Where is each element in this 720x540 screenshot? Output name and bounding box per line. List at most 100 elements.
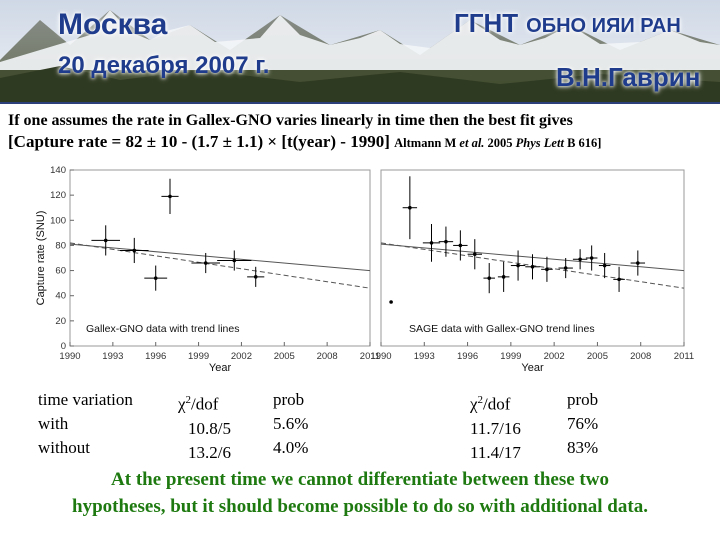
intro-text: If one assumes the rate in Gallex-GNO va… [8, 112, 714, 152]
chi-dof: /dof [191, 394, 219, 414]
data-point [589, 256, 594, 260]
gallex-prob-header: prob [273, 390, 305, 409]
data-point [203, 261, 208, 265]
data-point [253, 275, 258, 279]
data-point [458, 243, 463, 248]
header-city: Москва [58, 8, 168, 41]
sage-chi-header: χ2/dof [470, 388, 521, 417]
chart-title: SAGE data with Gallex-GNO trend lines [409, 323, 595, 335]
header-org-long: ОБНО ИЯИ РАН [526, 15, 681, 37]
plot-frame [69, 169, 371, 347]
x-tick-label: 2011 [674, 351, 694, 362]
citation-year: 2005 [484, 136, 516, 150]
citation-author: Altmann M [394, 136, 460, 150]
header-date: 20 декабря 2007 г. [58, 52, 270, 79]
y-tick-label: 80 [55, 240, 66, 251]
header-org-short: ГГНТ [454, 8, 519, 38]
chi-sup: 2 [185, 394, 192, 406]
header-author: В.Н.Гаврин [556, 62, 701, 92]
data-point [429, 241, 434, 245]
sage-chi-column: χ2/dof 11.7/16 11.4/17 [470, 388, 521, 465]
citation-etal: et al. [459, 136, 485, 150]
y-tick-label: 0 [61, 341, 66, 352]
x-tick-label: 2002 [544, 351, 565, 362]
citation-rest: B 616] [563, 136, 602, 150]
gallex-prob-with: 5.6% [273, 414, 309, 433]
citation-journal: Phys Lett [515, 136, 564, 150]
gallex-chi-column: χ2/dof 10.8/5 13.2/6 [178, 388, 231, 465]
chi-symbol: χ [470, 394, 478, 414]
x-tick-label: 1999 [500, 351, 521, 362]
data-point [636, 261, 640, 265]
x-tick-label: 1990 [59, 351, 80, 362]
charts-area: 1990 1993 1996 1999 2002 2005 2008 2011 0 20 40 60 8… [35, 165, 694, 374]
data-point [444, 239, 448, 244]
x-tick-label: 2005 [274, 351, 295, 362]
data-point [563, 266, 568, 270]
gallex-gno-chart: 1990 1993 1996 1999 2002 2005 2008 2011 0 20 40 60 8… [35, 165, 380, 374]
intro-line-1: If one assumes the rate in Gallex-GNO va… [8, 112, 573, 129]
x-tick-label: 1990 [370, 351, 391, 362]
x-axis-label: Year [209, 362, 232, 374]
intro-bracket: [ [8, 132, 14, 151]
data-point [389, 300, 393, 304]
sage-prob-header: prob [567, 390, 599, 409]
x-tick-label: 1993 [414, 351, 435, 362]
sage-prob-column: prob 76% 83% [567, 388, 598, 460]
gallex-prob-column: prob 5.6% 4.0% [273, 388, 308, 460]
y-tick-label: 140 [50, 165, 66, 176]
y-tick-label: 40 [55, 291, 66, 302]
y-tick-label: 120 [50, 190, 66, 201]
sage-prob-with: 76% [567, 414, 599, 433]
data-point [487, 276, 492, 280]
row-label-with: with [38, 414, 69, 433]
x-tick-label: 1993 [102, 351, 123, 362]
data-point [501, 275, 506, 279]
mountain-background [0, 0, 720, 102]
x-tick-label: 2005 [587, 351, 608, 362]
x-tick-label: 2002 [231, 351, 252, 362]
data-point [408, 205, 412, 210]
fit-formula: Capture rate = 82 ± 10 - (1.7 ± 1.1) × [… [13, 132, 390, 151]
y-tick-label: 100 [50, 215, 66, 226]
gallex-prob-without: 4.0% [273, 438, 309, 457]
data-point [472, 252, 477, 257]
conclusion-line-2: hypotheses, but it should become possibl… [72, 496, 648, 517]
chi-sup: 2 [477, 394, 484, 406]
x-tick-label: 1996 [145, 351, 166, 362]
data-point [516, 263, 520, 268]
intro-line-2: [Capture rate = 82 ± 10 - (1.7 ± 1.1) × … [8, 132, 714, 152]
gallex-chi-header: χ2/dof [178, 388, 231, 417]
sage-chi-without: 11.4/17 [470, 442, 521, 462]
plot-frame [380, 169, 685, 347]
trend-line-solid [69, 243, 371, 272]
citation: Altmann M et al. 2005 Phys Lett B 616] [394, 136, 601, 150]
trend-line-dashed [69, 242, 371, 289]
sage-prob-without: 83% [567, 438, 599, 457]
chi-dof: /dof [483, 394, 511, 414]
data-point [530, 265, 535, 269]
data-point [153, 276, 158, 280]
gallex-chi-with: 10.8/5 [188, 418, 231, 438]
data-point [617, 277, 621, 282]
data-point [545, 267, 549, 272]
row-label-without: without [38, 438, 90, 457]
conclusion-line-1: At the present time we cannot differenti… [111, 469, 609, 490]
y-axis-label: Capture rate (SNU) [35, 211, 47, 306]
x-axis-label: Year [521, 362, 544, 374]
gallex-chi-without: 13.2/6 [188, 442, 231, 462]
conclusion-text: At the present time we cannot differenti… [0, 466, 720, 520]
gallex-stats-labels: time variation with without [38, 388, 133, 460]
header-org: ГГНТ ОБНО ИЯИ РАН [454, 8, 681, 39]
data-point [132, 248, 137, 253]
data-point [103, 238, 108, 243]
row-label-header: time variation [38, 390, 133, 409]
chi-symbol: χ [178, 394, 186, 414]
x-tick-label: 2008 [630, 351, 651, 362]
data-point [232, 258, 237, 263]
x-tick-label: 2011 [360, 351, 380, 362]
x-tick-label: 2008 [317, 351, 338, 362]
y-tick-label: 60 [55, 266, 66, 277]
y-tick-label: 20 [55, 316, 66, 327]
chart-title: Gallex-GNO data with trend lines [86, 323, 239, 335]
